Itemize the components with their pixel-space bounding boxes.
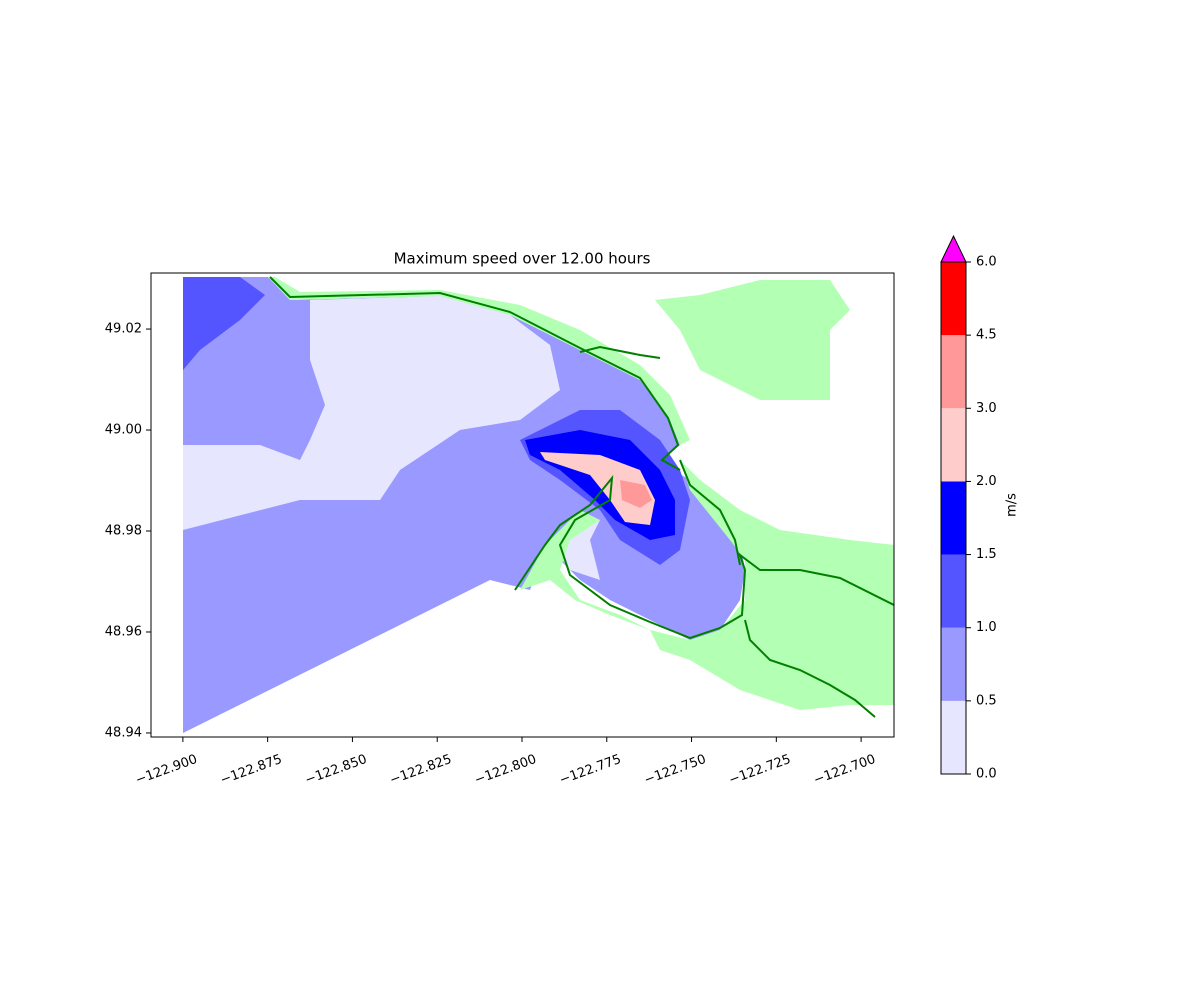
x-tick-label: −122.750: [642, 752, 708, 788]
y-tick-label: 48.98: [105, 524, 142, 539]
speed-region: [183, 277, 265, 370]
colorbar-extend: [940, 234, 967, 263]
y-tick-label: 49.00: [105, 423, 142, 438]
y-tick-label: 48.96: [105, 624, 142, 639]
colorbar-tick-label: 0.5: [976, 693, 997, 708]
coastline: [579, 345, 661, 359]
coastline: [744, 619, 876, 718]
colorbar-tick-label: 3.0: [976, 401, 997, 416]
colorbar-band: [941, 700, 966, 774]
land: [520, 510, 650, 630]
colorbar-band: [941, 262, 966, 336]
land: [655, 280, 850, 400]
colorbar-band: [941, 481, 966, 555]
x-tick-label: −122.900: [134, 752, 200, 788]
land: [650, 460, 894, 710]
colorbar-band: [941, 408, 966, 482]
colorbar-tick-label: 4.5: [976, 328, 997, 343]
colorbar-tick-label: 0.0: [976, 767, 997, 782]
chart-title: Maximum speed over 12.00 hours: [394, 250, 651, 268]
x-tick-label: −122.800: [473, 752, 539, 788]
x-tick-label: −122.850: [303, 752, 369, 788]
x-tick-label: −122.875: [218, 752, 284, 788]
coastline: [269, 276, 681, 471]
y-tick-label: 48.94: [105, 725, 142, 740]
speed-region: [540, 452, 655, 525]
x-tick-label: −122.725: [727, 752, 793, 788]
coastline: [514, 474, 894, 640]
colorbar-band: [941, 554, 966, 628]
x-tick-label: −122.700: [812, 752, 878, 788]
speed-region: [620, 480, 652, 508]
speed-region: [183, 296, 560, 530]
colorbar-tick-label: 6.0: [976, 255, 997, 270]
plot-frame: [150, 272, 895, 738]
x-tick-label: −122.825: [388, 752, 454, 788]
colorbar-tick-label: 1.5: [976, 547, 997, 562]
colorbar-band: [941, 627, 966, 701]
map: [183, 276, 894, 733]
x-tick-label: −122.775: [557, 752, 623, 788]
colorbar-tick-label: 1.0: [976, 620, 997, 635]
colorbar-frame: [940, 262, 967, 775]
colorbar-band: [941, 335, 966, 409]
coastline: [679, 459, 741, 566]
colorbar-tick-label: 2.0: [976, 474, 997, 489]
y-tick-label: 49.02: [105, 322, 142, 337]
colorbar-label: m/s: [1005, 493, 1020, 517]
